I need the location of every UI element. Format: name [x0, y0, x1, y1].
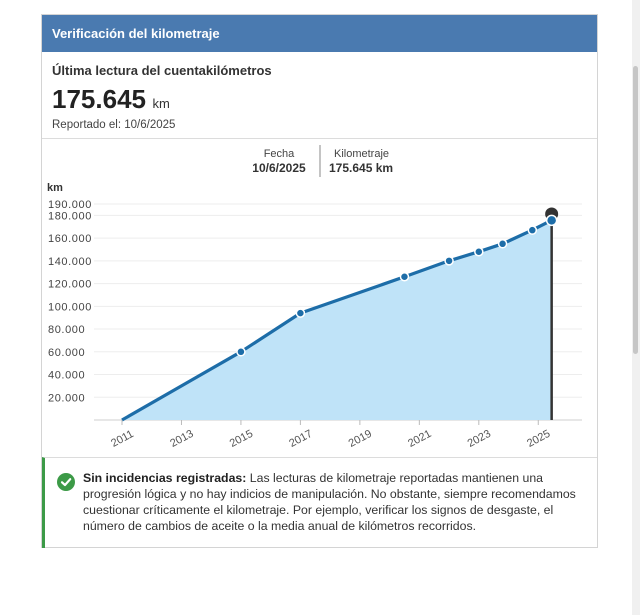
- chart-svg[interactable]: 20.000 40.000 60.000 80.000 100.000 120.000 14…: [42, 139, 597, 457]
- y-tick-label: 100.000: [48, 301, 92, 313]
- data-point: [474, 246, 484, 257]
- data-point: [527, 225, 538, 235]
- y-tick-label: 160.000: [48, 233, 92, 245]
- y-tick-label: 120.000: [48, 279, 92, 291]
- x-tick-label: 2013: [168, 428, 195, 450]
- y-tick-label: 180.000: [48, 210, 92, 222]
- data-point: [399, 272, 410, 282]
- reading-value-row: 175.645 km: [52, 84, 587, 115]
- notice-box: Sin incidencias registradas: Las lectura…: [42, 457, 597, 548]
- mileage-card: Verificación del kilometraje Última lect…: [41, 14, 598, 548]
- data-point: [497, 239, 508, 249]
- x-tick-label: 2023: [466, 428, 493, 450]
- y-tick-label: 60.000: [48, 347, 85, 359]
- reading-unit: km: [152, 96, 170, 111]
- y-tick-label: 140.000: [48, 256, 92, 268]
- chart-area: [122, 220, 552, 420]
- scrollbar-thumb[interactable]: [633, 66, 638, 354]
- y-tick-label: 40.000: [48, 370, 85, 382]
- notice-text: Las lecturas de kilometraje reportadas m…: [83, 471, 576, 533]
- tooltip-date-label: Fecha: [264, 148, 295, 160]
- reading-label: Última lectura del cuentakilómetros: [52, 63, 272, 78]
- data-point: [545, 214, 558, 227]
- tooltip-km-value: 175.645 km: [329, 161, 393, 175]
- data-point: [444, 256, 454, 266]
- y-tick-label: 20.000: [48, 392, 85, 404]
- scrollbar[interactable]: [632, 0, 640, 615]
- reading-value: 175.645: [52, 84, 146, 114]
- card-header: Verificación del kilometraje: [42, 15, 597, 52]
- y-tick-label: 190.000: [48, 199, 92, 211]
- data-point: [236, 347, 246, 357]
- x-tick-label: 2025: [525, 428, 552, 450]
- check-circle-icon: [57, 473, 75, 491]
- x-tick-label: 2017: [287, 428, 314, 450]
- x-tick-label: 2021: [406, 428, 433, 450]
- y-axis-label: km: [47, 182, 63, 194]
- reading-date: Reportado el: 10/6/2025: [52, 119, 176, 131]
- x-tick-label: 2015: [228, 428, 255, 450]
- data-point: [295, 308, 306, 318]
- x-tick-label: 2011: [109, 428, 136, 450]
- mileage-chart[interactable]: 20.000 40.000 60.000 80.000 100.000 120.000 14…: [42, 139, 597, 457]
- y-tick-label: 80.000: [48, 324, 85, 336]
- tooltip-date-value: 10/6/2025: [252, 161, 306, 175]
- tooltip-km-label: Kilometraje: [334, 148, 389, 160]
- tooltip: Fecha 10/6/2025 Kilometraje 175.645 km: [252, 145, 393, 177]
- x-tick-label: 2019: [347, 428, 374, 450]
- notice-title: Sin incidencias registradas:: [83, 471, 247, 485]
- last-reading-section: Última lectura del cuentakilómetros 175.…: [42, 52, 597, 139]
